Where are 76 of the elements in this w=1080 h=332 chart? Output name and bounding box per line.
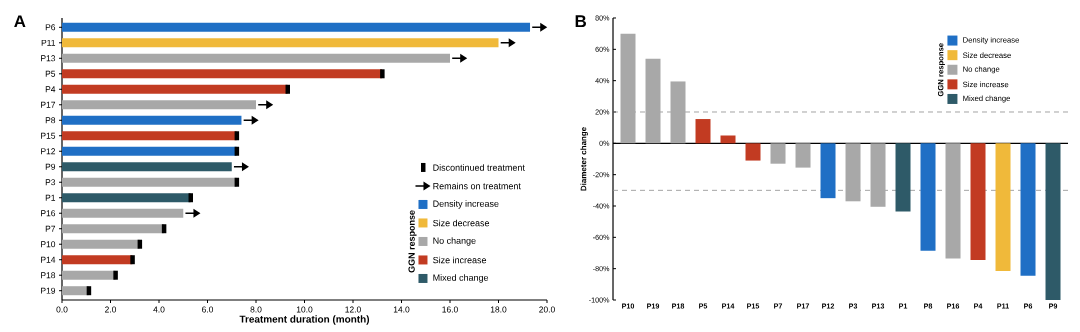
y-tick-label: P3 — [45, 179, 56, 186]
y-tick-label: P15 — [41, 132, 56, 139]
x-tick-label: 2.0 — [105, 306, 117, 313]
bar — [795, 143, 811, 168]
bar — [920, 143, 936, 251]
y-tick-label: P9 — [45, 163, 56, 170]
bar — [670, 81, 686, 144]
x-tick-label: 4.0 — [153, 306, 165, 313]
bar — [62, 53, 450, 63]
bar — [62, 239, 140, 249]
x-tick-label: 20.0 — [539, 306, 555, 313]
bar — [62, 69, 383, 79]
y-tick-label: P13 — [41, 55, 56, 62]
y-tick-label: P7 — [45, 225, 56, 232]
x-tick-label: 18.0 — [490, 306, 507, 313]
bar — [645, 58, 661, 144]
legend-label: Discontinued treatment — [433, 164, 525, 171]
legend-label: Mixed change — [433, 274, 489, 283]
bar — [720, 135, 736, 144]
bar — [620, 33, 636, 144]
bar — [745, 143, 761, 161]
y-tick-label: P6 — [45, 24, 56, 31]
y-tick-label: P14 — [41, 256, 56, 263]
bar — [62, 286, 89, 296]
legend-label: Size decrease — [433, 219, 490, 227]
bar — [62, 115, 242, 125]
y-tick-label: P12 — [41, 148, 56, 155]
bar — [62, 146, 237, 156]
x-tick-label: 14.0 — [393, 306, 410, 313]
bar — [695, 119, 711, 144]
bar — [945, 143, 961, 259]
bar — [970, 143, 986, 261]
y-tick-label: P16 — [41, 210, 56, 217]
legend-label: Density increase — [433, 200, 499, 209]
bar — [62, 255, 133, 265]
x-tick-label: 12.0 — [345, 306, 361, 313]
y-tick-label: P4 — [45, 86, 56, 93]
chart-title: A — [14, 15, 26, 28]
bar — [62, 22, 531, 32]
bar — [995, 143, 1011, 272]
bar — [870, 143, 886, 207]
legend-title: GGN response — [408, 210, 417, 273]
bar — [62, 193, 191, 203]
x-tick-label: 10.0 — [296, 306, 313, 313]
y-tick-label: P19 — [41, 287, 56, 294]
bar — [1020, 143, 1036, 276]
legend-label: Size increase — [433, 256, 487, 264]
y-tick-label: P18 — [41, 272, 56, 279]
x-tick-label: 8.0 — [250, 306, 262, 313]
legend-label: Remains on treatment — [433, 182, 521, 190]
bar — [62, 208, 184, 218]
bar — [62, 224, 164, 234]
bar — [770, 143, 786, 164]
y-tick-label: P5 — [45, 70, 56, 77]
y-tick-label: P11 — [41, 39, 56, 46]
bar — [845, 143, 861, 202]
y-tick-label: P8 — [45, 117, 56, 124]
bar — [62, 270, 116, 280]
bar — [820, 143, 836, 199]
x-axis-title: Treatment duration (month) — [239, 315, 370, 325]
y-tick-label: P17 — [41, 101, 56, 108]
bar — [62, 131, 237, 141]
bar — [62, 38, 499, 48]
chart-title: B — [575, 15, 586, 28]
legend-label: No change — [433, 237, 476, 246]
x-tick-label: 0.0 — [56, 306, 68, 313]
x-tick-label: 16.0 — [442, 306, 458, 313]
bar — [895, 143, 911, 212]
bar — [62, 100, 256, 110]
x-tick-label: 6.0 — [202, 306, 214, 313]
bar — [62, 84, 288, 94]
bar — [62, 162, 232, 172]
bar — [1045, 143, 1061, 300]
y-tick-label: P10 — [41, 241, 56, 248]
bar — [62, 177, 237, 187]
y-tick-label: P1 — [45, 194, 56, 201]
